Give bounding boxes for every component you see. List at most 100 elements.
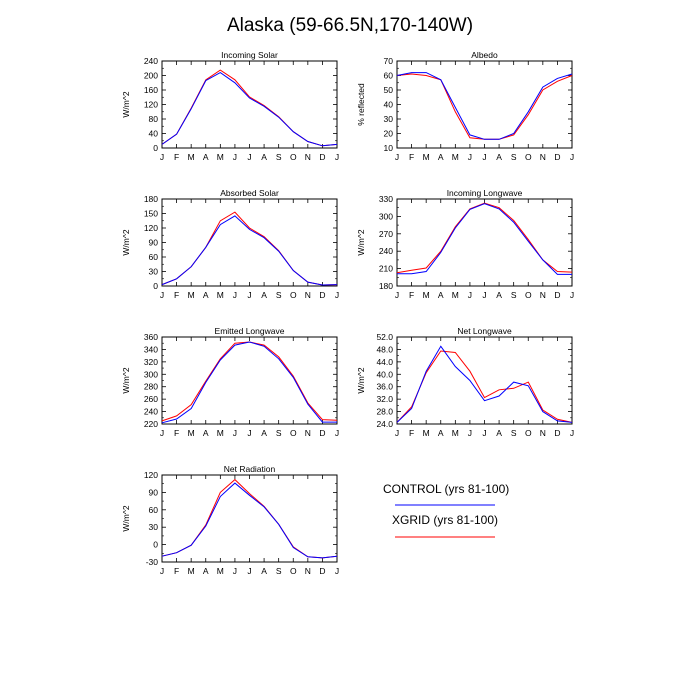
x-tick-label: O bbox=[290, 566, 297, 576]
y-axis-label: W/m^2 bbox=[121, 91, 131, 117]
panel-3: Incoming Longwave W/m^2 180 210 240 270 300 330… bbox=[356, 188, 574, 300]
x-tick-label: O bbox=[290, 152, 297, 162]
figure-title: Alaska (59-66.5N,170-140W) bbox=[227, 15, 473, 36]
series-line-xgrid bbox=[396, 73, 573, 140]
y-axis-label: W/m^2 bbox=[356, 367, 366, 393]
x-tick-label: A bbox=[438, 152, 444, 162]
x-tick-label: M bbox=[217, 566, 224, 576]
y-tick-label: 30 bbox=[149, 522, 159, 532]
x-tick-label: N bbox=[540, 152, 546, 162]
series-line-control bbox=[161, 482, 338, 559]
y-tick-label: 24.0 bbox=[376, 419, 393, 429]
x-tick-label: D bbox=[554, 428, 560, 438]
x-tick-label: D bbox=[554, 152, 560, 162]
x-tick-label: J bbox=[335, 566, 339, 576]
x-tick-label: J bbox=[233, 152, 237, 162]
x-tick-label: N bbox=[305, 290, 311, 300]
x-tick-label: M bbox=[217, 290, 224, 300]
x-tick-label: M bbox=[188, 428, 195, 438]
y-tick-label: 240 bbox=[379, 246, 393, 256]
x-tick-label: O bbox=[525, 428, 532, 438]
x-tick-label: J bbox=[160, 290, 164, 300]
x-tick-label: O bbox=[290, 290, 297, 300]
x-tick-label: O bbox=[525, 290, 532, 300]
series-line-xgrid bbox=[161, 69, 338, 147]
y-tick-label: 90 bbox=[149, 487, 159, 497]
x-tick-label: A bbox=[261, 428, 267, 438]
y-tick-label: 40 bbox=[384, 100, 394, 110]
y-tick-label: 160 bbox=[144, 85, 158, 95]
y-tick-label: 210 bbox=[379, 264, 393, 274]
x-tick-label: J bbox=[482, 428, 486, 438]
series-line-control bbox=[396, 72, 573, 140]
x-tick-label: F bbox=[174, 152, 179, 162]
x-tick-label: J bbox=[468, 290, 472, 300]
x-tick-label: J bbox=[160, 152, 164, 162]
series-line-xgrid bbox=[161, 211, 338, 286]
x-tick-label: J bbox=[395, 152, 399, 162]
x-tick-label: J bbox=[247, 428, 251, 438]
y-tick-label: -30 bbox=[146, 557, 159, 567]
x-tick-label: M bbox=[188, 290, 195, 300]
y-tick-label: 70 bbox=[384, 56, 394, 66]
panel-title: Albedo bbox=[471, 50, 498, 60]
y-tick-label: 240 bbox=[144, 407, 158, 417]
y-tick-label: 330 bbox=[379, 194, 393, 204]
x-tick-label: N bbox=[305, 152, 311, 162]
y-tick-label: 300 bbox=[144, 369, 158, 379]
y-axis-label: W/m^2 bbox=[356, 229, 366, 255]
x-tick-label: M bbox=[423, 290, 430, 300]
x-tick-label: O bbox=[525, 152, 532, 162]
y-tick-label: 0 bbox=[153, 143, 158, 153]
plot-frame bbox=[161, 60, 338, 149]
panel-title: Emitted Longwave bbox=[215, 326, 285, 336]
x-tick-label: F bbox=[174, 428, 179, 438]
x-tick-label: S bbox=[511, 290, 517, 300]
y-tick-label: 28.0 bbox=[376, 407, 393, 417]
y-tick-label: 80 bbox=[149, 114, 159, 124]
panel-title: Net Longwave bbox=[457, 326, 512, 336]
x-tick-label: J bbox=[233, 428, 237, 438]
x-tick-label: A bbox=[203, 566, 209, 576]
y-tick-label: 36.0 bbox=[376, 382, 393, 392]
x-tick-label: J bbox=[482, 152, 486, 162]
x-tick-label: A bbox=[261, 566, 267, 576]
x-tick-label: A bbox=[438, 290, 444, 300]
x-tick-label: A bbox=[203, 428, 209, 438]
y-tick-label: 60 bbox=[149, 505, 159, 515]
x-tick-label: S bbox=[511, 152, 517, 162]
x-tick-label: F bbox=[174, 566, 179, 576]
x-tick-label: A bbox=[438, 428, 444, 438]
panel-4: Emitted Longwave W/m^2 220 240 260 280 300 320 3… bbox=[121, 326, 339, 438]
x-tick-label: J bbox=[247, 152, 251, 162]
x-tick-label: M bbox=[423, 428, 430, 438]
y-tick-label: 360 bbox=[144, 332, 158, 342]
plot-frame bbox=[161, 474, 338, 563]
x-tick-label: J bbox=[160, 428, 164, 438]
y-tick-label: 150 bbox=[144, 209, 158, 219]
y-tick-label: 40 bbox=[149, 129, 159, 139]
y-tick-label: 60 bbox=[384, 71, 394, 81]
x-tick-label: M bbox=[423, 152, 430, 162]
x-tick-label: J bbox=[468, 152, 472, 162]
y-tick-label: 48.0 bbox=[376, 344, 393, 354]
x-tick-label: A bbox=[261, 152, 267, 162]
x-tick-label: O bbox=[290, 428, 297, 438]
series-line-xgrid bbox=[161, 341, 338, 422]
y-tick-label: 60 bbox=[149, 252, 159, 262]
x-tick-label: N bbox=[540, 290, 546, 300]
y-tick-label: 30 bbox=[384, 114, 394, 124]
x-tick-label: A bbox=[203, 152, 209, 162]
y-tick-label: 20 bbox=[384, 129, 394, 139]
x-tick-label: D bbox=[554, 290, 560, 300]
y-tick-label: 0 bbox=[153, 281, 158, 291]
y-tick-label: 200 bbox=[144, 71, 158, 81]
x-tick-label: M bbox=[188, 152, 195, 162]
x-tick-label: N bbox=[540, 428, 546, 438]
x-tick-label: S bbox=[511, 428, 517, 438]
panel-title: Net Radiation bbox=[224, 464, 276, 474]
x-tick-label: J bbox=[335, 152, 339, 162]
